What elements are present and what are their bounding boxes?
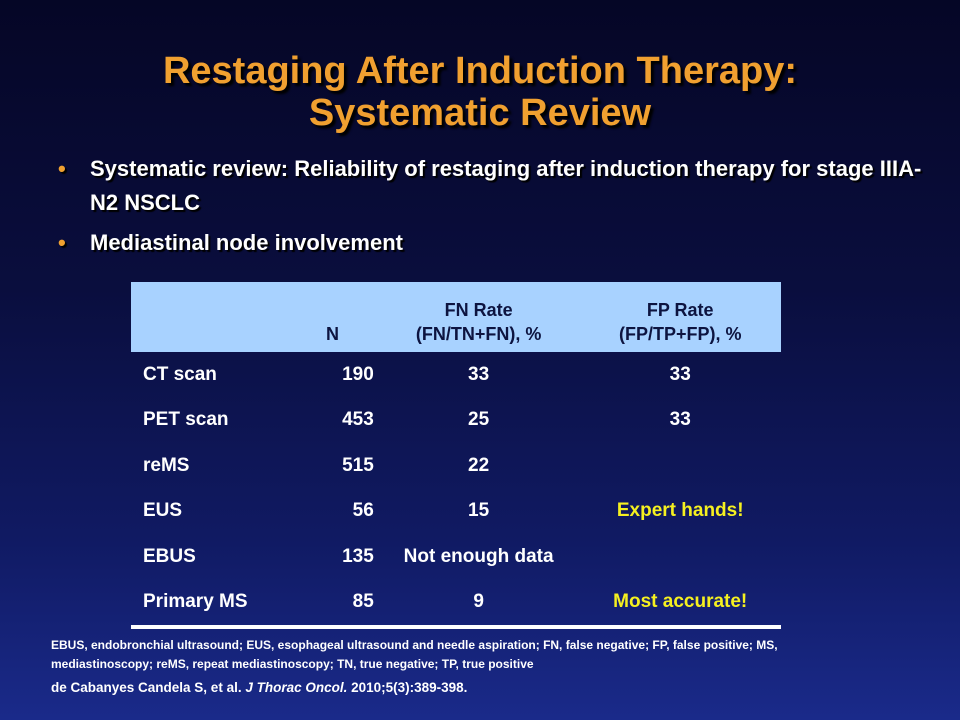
footnote-line2: mediastinoscopy; reMS, repeat mediastino… (51, 657, 534, 671)
bullet-list: • Systematic review: Reliability of rest… (58, 152, 948, 266)
cell-fp-rate (579, 534, 781, 580)
slide-title-line2: Systematic Review (308, 92, 652, 134)
header-fn-rate: FN Rate (FN/TN+FN), % (378, 282, 580, 352)
slide-title: Restaging After Induction Therapy: Syste… (0, 50, 960, 134)
table-row: reMS 515 22 (131, 443, 781, 489)
cell-fp-rate-note: Expert hands! (616, 500, 744, 522)
cell-n: 190 (342, 363, 374, 385)
cell-method: reMS (143, 454, 190, 476)
cell-fn-rate: 22 (468, 454, 490, 476)
cell-method: Primary MS (131, 579, 288, 629)
header-fn-rate-line1: FN Rate (444, 300, 513, 320)
cell-fn-rate: 33 (468, 363, 490, 385)
cell-method: CT scan (143, 363, 217, 385)
cell-n: 453 (342, 409, 374, 431)
header-n-label: N (325, 324, 339, 344)
cell-n: 56 (352, 500, 374, 522)
restaging-table: N FN Rate (FN/TN+FN), % FP Rate (FP/TP+F… (131, 282, 781, 629)
table-row: EBUS 135 Not enough data (131, 534, 781, 580)
reference-citation: de Cabanyes Candela S, et al. J Thorac O… (51, 679, 931, 697)
table-row: Primary MS 85 9 Most accurate! (131, 579, 781, 629)
cell-n: 135 (342, 545, 374, 567)
header-fp-rate-line2: (FP/TP+FP), % (618, 324, 742, 344)
citation-details: 2010;5(3):389-398. (347, 680, 468, 695)
bullet-text: Systematic review: Reliability of restag… (90, 156, 922, 215)
abbreviations-footnote: EBUS, endobronchial ultrasound; EUS, eso… (51, 636, 931, 674)
cell-method: PET scan (143, 409, 229, 431)
citation-journal: J Thorac Oncol. (245, 680, 348, 695)
cell-n: 85 (287, 579, 378, 629)
table-row: PET scan 453 25 33 (131, 398, 781, 444)
bullet-dot-icon: • (58, 230, 66, 255)
cell-fp-rate (579, 443, 781, 489)
header-method (131, 282, 287, 352)
bullet-item: • Mediastinal node involvement (58, 226, 948, 260)
cell-n: 515 (342, 454, 374, 476)
footnote-line1: EBUS, endobronchial ultrasound; EUS, eso… (51, 638, 778, 652)
cell-fn-rate: 15 (468, 500, 490, 522)
header-fp-rate: FP Rate (FP/TP+FP), % (579, 282, 781, 352)
cell-method: EUS (143, 500, 183, 522)
header-fp-rate-line1: FP Rate (646, 300, 714, 320)
table-header-row: N FN Rate (FN/TN+FN), % FP Rate (FP/TP+F… (131, 282, 781, 352)
citation-authors: de Cabanyes Candela S, et al. (51, 680, 246, 695)
bullet-text: Mediastinal node involvement (90, 230, 403, 255)
cell-method: EBUS (143, 545, 196, 567)
cell-fp-rate-note: Most accurate! (579, 579, 781, 629)
bullet-dot-icon: • (58, 156, 66, 181)
cell-fn-rate: 25 (468, 409, 490, 431)
header-n: N (287, 282, 378, 352)
cell-fn-rate: 9 (377, 579, 580, 629)
table-row: CT scan 190 33 33 (131, 352, 781, 398)
header-fn-rate-line2: (FN/TN+FN), % (415, 324, 542, 344)
cell-fp-rate: 33 (669, 363, 691, 385)
cell-fn-rate: Not enough data (403, 545, 554, 567)
cell-fp-rate: 33 (669, 409, 691, 431)
slide-title-line1: Restaging After Induction Therapy: (162, 50, 798, 92)
table-row: EUS 56 15 Expert hands! (131, 489, 781, 535)
bullet-item: • Systematic review: Reliability of rest… (58, 152, 948, 220)
